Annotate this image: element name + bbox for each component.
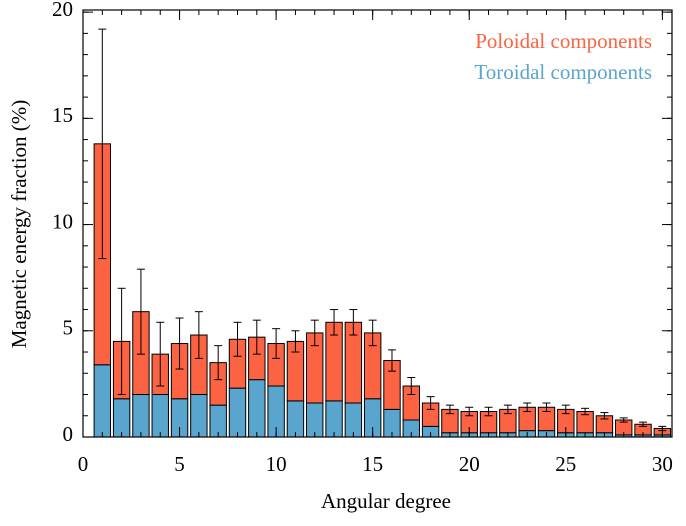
x-tick-label: 25 (555, 452, 576, 476)
error-bar (156, 321, 165, 387)
y-tick-label: 15 (52, 103, 73, 127)
y-axis-label: Magnetic energy fraction (%) (7, 100, 31, 349)
error-bar (98, 28, 107, 260)
error-bar (291, 330, 300, 353)
error-bar (426, 396, 435, 410)
error-bar (330, 309, 339, 336)
error-bar (445, 404, 454, 415)
x-axis-label: Angular degree (321, 489, 451, 513)
error-bar (503, 404, 512, 415)
y-tick-label: 20 (52, 0, 73, 21)
error-bar (175, 317, 184, 370)
error-bar (272, 328, 281, 359)
bar (93, 364, 112, 438)
x-tick-label: 0 (78, 452, 89, 476)
x-tick-label: 15 (362, 452, 383, 476)
error-bar (233, 321, 242, 357)
error-bar (387, 349, 396, 372)
bar (112, 398, 131, 438)
error-bar (136, 268, 145, 355)
error-bar (349, 309, 358, 336)
error-bar (600, 412, 609, 420)
x-tick-label: 30 (652, 452, 673, 476)
y-tick-label: 0 (63, 422, 74, 446)
error-bar (542, 402, 551, 413)
error-bar (310, 319, 319, 347)
bar (151, 394, 169, 438)
bar (228, 387, 247, 438)
error-bar (252, 319, 261, 355)
plot-frame (82, 9, 673, 438)
error-bar (619, 417, 628, 423)
error-bar (581, 407, 590, 416)
bar (132, 394, 150, 438)
error-bar (117, 287, 126, 396)
y-tick-label: 10 (52, 209, 73, 233)
legend-entry: Poloidal components (475, 29, 652, 53)
bar (248, 379, 266, 438)
x-tick-label: 10 (266, 452, 287, 476)
bar (286, 400, 305, 438)
error-bar (639, 421, 648, 427)
error-bar (484, 406, 493, 417)
error-bar (561, 404, 570, 415)
error-bar (194, 311, 203, 359)
x-tick-label: 5 (174, 452, 185, 476)
bar (344, 402, 363, 438)
legend-entry: Toroidal components (474, 60, 652, 84)
error-bar (214, 345, 223, 381)
error-bar (523, 402, 532, 413)
bar (325, 400, 343, 438)
bar (190, 394, 208, 438)
x-tick-label: 20 (459, 452, 480, 476)
error-bar (368, 319, 377, 347)
error-bar (407, 377, 416, 396)
error-bar (465, 406, 474, 417)
bar (306, 402, 324, 438)
y-tick-label: 5 (63, 316, 74, 340)
